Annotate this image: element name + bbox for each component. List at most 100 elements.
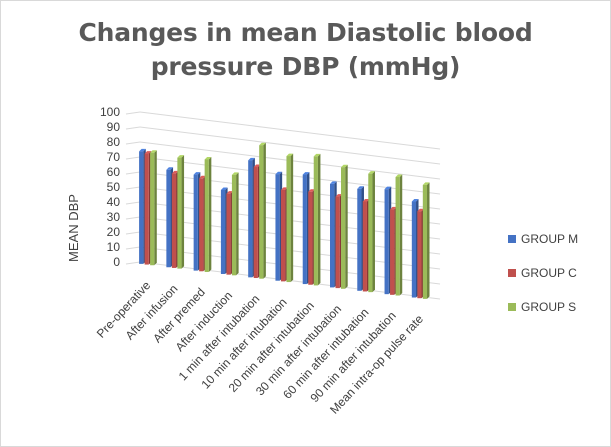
bar-top [139, 148, 146, 152]
gridline-depth [125, 246, 141, 250]
legend-label: GROUP S [521, 300, 577, 314]
y-tick-label: 0 [113, 255, 120, 269]
bar-group-s [204, 156, 212, 272]
bar-group-s [368, 171, 375, 293]
bar-top [193, 172, 201, 175]
bar-side [317, 153, 321, 286]
bar-top [335, 194, 343, 197]
gridline-depth [125, 156, 141, 160]
bar-side [181, 155, 185, 269]
bar-front [384, 189, 389, 295]
gridline-depth [125, 126, 141, 130]
bar-top [280, 187, 288, 190]
bar-top [341, 164, 348, 168]
bar-top [286, 153, 294, 157]
bar-front [193, 174, 198, 271]
bar-group-s [286, 153, 294, 283]
bar-top [357, 186, 364, 189]
bar-top [362, 198, 370, 202]
bar-top [204, 156, 212, 160]
legend: GROUP M GROUP C GROUP S [508, 232, 578, 334]
legend-swatch [508, 269, 516, 277]
bar-top [220, 187, 228, 190]
legend-swatch [508, 303, 516, 311]
bar-top [390, 206, 397, 210]
y-tick-label: 80 [107, 135, 121, 149]
bar-top [368, 171, 375, 174]
bar-top [171, 170, 179, 174]
bar-front [166, 169, 171, 268]
bar-group-s [422, 182, 430, 299]
bar-front [286, 156, 291, 283]
bar-front [280, 189, 286, 282]
bar-front [226, 193, 231, 275]
bar-group-s [259, 142, 266, 279]
legend-label: GROUP C [521, 266, 577, 280]
bar-front [330, 183, 335, 288]
bar-top [330, 181, 337, 184]
legend-item: GROUP S [508, 300, 578, 314]
y-tick-label: 50 [107, 180, 121, 194]
bar-side [345, 164, 348, 289]
bars [139, 142, 430, 299]
y-tick-label: 20 [107, 225, 121, 239]
bar-front [308, 191, 313, 285]
bar-side [427, 182, 430, 299]
gridline-depth [125, 261, 141, 265]
bar-front [177, 157, 182, 269]
gridline-depth [125, 186, 141, 190]
bar-top [199, 175, 206, 179]
bar-top [144, 151, 152, 154]
bar-front [248, 160, 253, 278]
gridline-depth [125, 216, 141, 220]
bar-top [226, 191, 234, 194]
bar-front [390, 209, 395, 295]
bar-front [144, 153, 149, 265]
bar-front [231, 174, 237, 276]
gridline [139, 111, 441, 150]
bar-top [253, 164, 261, 168]
bar-top [150, 150, 157, 153]
bar-top [275, 171, 283, 175]
bar-top [422, 182, 430, 185]
bar-top [417, 208, 425, 212]
bar-side [263, 142, 266, 279]
legend-item: GROUP M [508, 232, 578, 246]
bar-group-s [231, 172, 239, 276]
legend-swatch [508, 235, 516, 243]
bar-group-s [177, 155, 185, 269]
bar-top [313, 153, 321, 157]
gridline-depth [125, 141, 141, 145]
bar-front [357, 188, 362, 291]
bar-side [399, 174, 403, 296]
y-tick-label: 40 [107, 195, 121, 209]
bar-side [372, 171, 375, 293]
bar-front [253, 167, 258, 279]
bar-group-s [395, 174, 403, 296]
bar-front [171, 173, 177, 268]
y-axis-label: MEAN DBP [66, 194, 81, 262]
gridline-depth [125, 111, 141, 115]
bar-front [220, 189, 226, 274]
bar-front [368, 173, 373, 293]
y-tick-label: 70 [107, 150, 121, 164]
y-tick-label: 30 [107, 210, 121, 224]
y-tick-label: 10 [107, 240, 121, 254]
bar-group-s [150, 150, 157, 266]
bar-front [417, 211, 422, 299]
bar-top [395, 174, 403, 178]
bar-front [422, 184, 428, 299]
bar-front [362, 201, 367, 292]
gridline [139, 126, 441, 165]
bar-top [384, 186, 392, 190]
gridline-depth [125, 201, 141, 205]
bar-front [302, 174, 307, 285]
chart-title-line-2: pressure DBP (mmHg) [150, 52, 461, 81]
bar-group-s [341, 164, 348, 289]
bar-front [139, 151, 144, 264]
chart-title-line-1: Changes in mean Diastolic blood [78, 18, 533, 47]
bar-front [341, 167, 346, 289]
